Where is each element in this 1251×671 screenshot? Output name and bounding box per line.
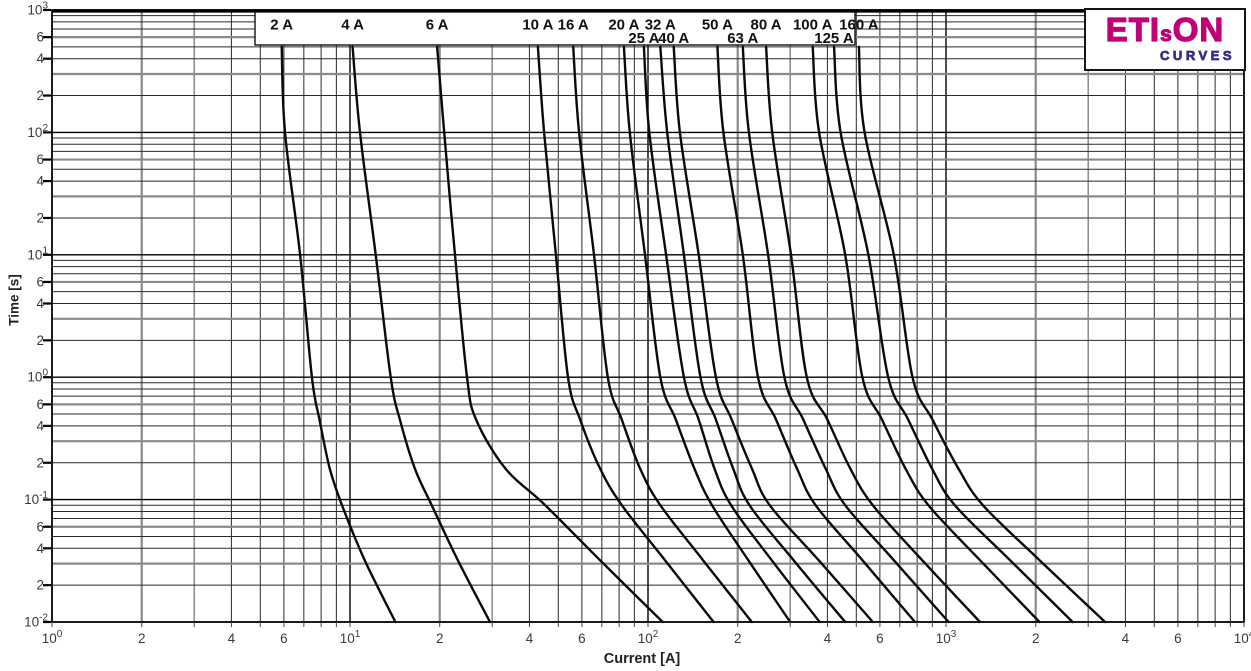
curve-label-125a: 125 A bbox=[814, 30, 854, 47]
svg-text:103: 103 bbox=[936, 629, 957, 646]
curve-label-80a: 80 A bbox=[751, 17, 782, 34]
logo-curves-text: CURVES bbox=[1160, 48, 1235, 64]
svg-text:2: 2 bbox=[138, 631, 146, 646]
svg-text:102: 102 bbox=[638, 629, 659, 646]
svg-text:10-1: 10-1 bbox=[24, 490, 48, 507]
svg-text:2: 2 bbox=[36, 578, 44, 593]
svg-text:2: 2 bbox=[36, 455, 44, 470]
curve-label-40a: 40 A bbox=[658, 30, 689, 47]
curve-label-6a: 6 A bbox=[426, 17, 449, 34]
svg-text:100: 100 bbox=[27, 368, 48, 385]
svg-text:103: 103 bbox=[27, 1, 48, 18]
curve-20a bbox=[622, 45, 792, 624]
fuse-curves bbox=[280, 45, 1107, 624]
svg-text:2: 2 bbox=[36, 88, 44, 103]
svg-text:6: 6 bbox=[876, 631, 884, 646]
svg-text:2: 2 bbox=[36, 333, 44, 348]
y-axis-ticks: 103 6 4 2 102 6 4 2 101 6 4 2 100 6 4 2 10-1 6 4 2 10-2 bbox=[24, 1, 51, 630]
svg-text:4: 4 bbox=[824, 631, 832, 646]
svg-text:6: 6 bbox=[36, 519, 44, 534]
svg-text:101: 101 bbox=[340, 629, 361, 646]
curve-32a bbox=[659, 45, 847, 624]
curve-40a bbox=[672, 45, 874, 624]
curve-100a bbox=[811, 45, 1041, 624]
curve-10a bbox=[536, 45, 715, 624]
svg-text:4: 4 bbox=[36, 51, 44, 66]
curve-label-50a: 50 A bbox=[702, 17, 733, 34]
logo-eti: ETI bbox=[1105, 11, 1161, 48]
svg-text:104: 104 bbox=[1234, 629, 1251, 646]
svg-text:6: 6 bbox=[578, 631, 586, 646]
y-axis-title: Time [s] bbox=[6, 274, 22, 326]
svg-text:2: 2 bbox=[36, 210, 44, 225]
svg-text:4: 4 bbox=[36, 418, 44, 433]
curve-25a bbox=[642, 45, 821, 624]
curve-label-4a: 4 A bbox=[341, 17, 364, 34]
svg-text:6: 6 bbox=[36, 274, 44, 289]
logo-on: ON bbox=[1172, 11, 1225, 48]
svg-text:4: 4 bbox=[526, 631, 534, 646]
curve-160a bbox=[857, 45, 1107, 624]
curve-63a bbox=[741, 45, 950, 624]
svg-text:6: 6 bbox=[1174, 631, 1182, 646]
svg-text:6: 6 bbox=[36, 30, 44, 45]
curve-label-16a: 16 A bbox=[558, 17, 589, 34]
svg-text:4: 4 bbox=[1122, 631, 1130, 646]
svg-text:6: 6 bbox=[36, 397, 44, 412]
svg-text:101: 101 bbox=[27, 245, 48, 262]
curve-80a bbox=[764, 45, 982, 624]
logo-brand-text: ETIsON bbox=[1086, 11, 1244, 52]
curve-label-20a: 20 A bbox=[608, 17, 639, 34]
svg-text:100: 100 bbox=[42, 629, 63, 646]
curve-125a bbox=[832, 45, 1074, 624]
logo-s: s bbox=[1159, 22, 1173, 46]
curve-label-25a: 25 A bbox=[628, 30, 659, 47]
svg-text:10-2: 10-2 bbox=[24, 613, 48, 630]
curve-6a bbox=[435, 45, 664, 624]
svg-text:4: 4 bbox=[228, 631, 236, 646]
svg-text:102: 102 bbox=[27, 123, 48, 140]
svg-text:2: 2 bbox=[1032, 631, 1040, 646]
curve-label-10a: 10 A bbox=[522, 17, 553, 34]
svg-text:4: 4 bbox=[36, 541, 44, 556]
curve-labels: 2 A 4 A 6 A 10 A 16 A 20 A25 A32 A40 A 50 A63 … bbox=[270, 17, 878, 48]
curve-2a bbox=[280, 45, 397, 624]
x-axis-ticks: 100 2 4 6 101 2 4 6 102 2 4 6 103 2 4 6 104 bbox=[42, 622, 1251, 646]
curve-label-63a: 63 A bbox=[727, 30, 758, 47]
curve-label-100a: 100 A bbox=[793, 17, 833, 34]
svg-text:6: 6 bbox=[280, 631, 288, 646]
curve-label-160a: 160 A bbox=[839, 17, 879, 34]
curve-label-32a: 32 A bbox=[645, 17, 676, 34]
curve-4a bbox=[351, 45, 492, 624]
curve-16a bbox=[572, 45, 753, 624]
etison-logo: ETIsON CURVES bbox=[1084, 8, 1246, 71]
svg-text:4: 4 bbox=[36, 174, 44, 189]
svg-text:4: 4 bbox=[36, 296, 44, 311]
svg-text:2: 2 bbox=[734, 631, 742, 646]
curve-label-2a: 2 A bbox=[270, 17, 293, 34]
x-axis-title: Current [A] bbox=[603, 651, 681, 667]
grid bbox=[51, 9, 1245, 623]
svg-text:2: 2 bbox=[436, 631, 444, 646]
curve-50a bbox=[716, 45, 917, 624]
svg-text:6: 6 bbox=[36, 152, 44, 167]
